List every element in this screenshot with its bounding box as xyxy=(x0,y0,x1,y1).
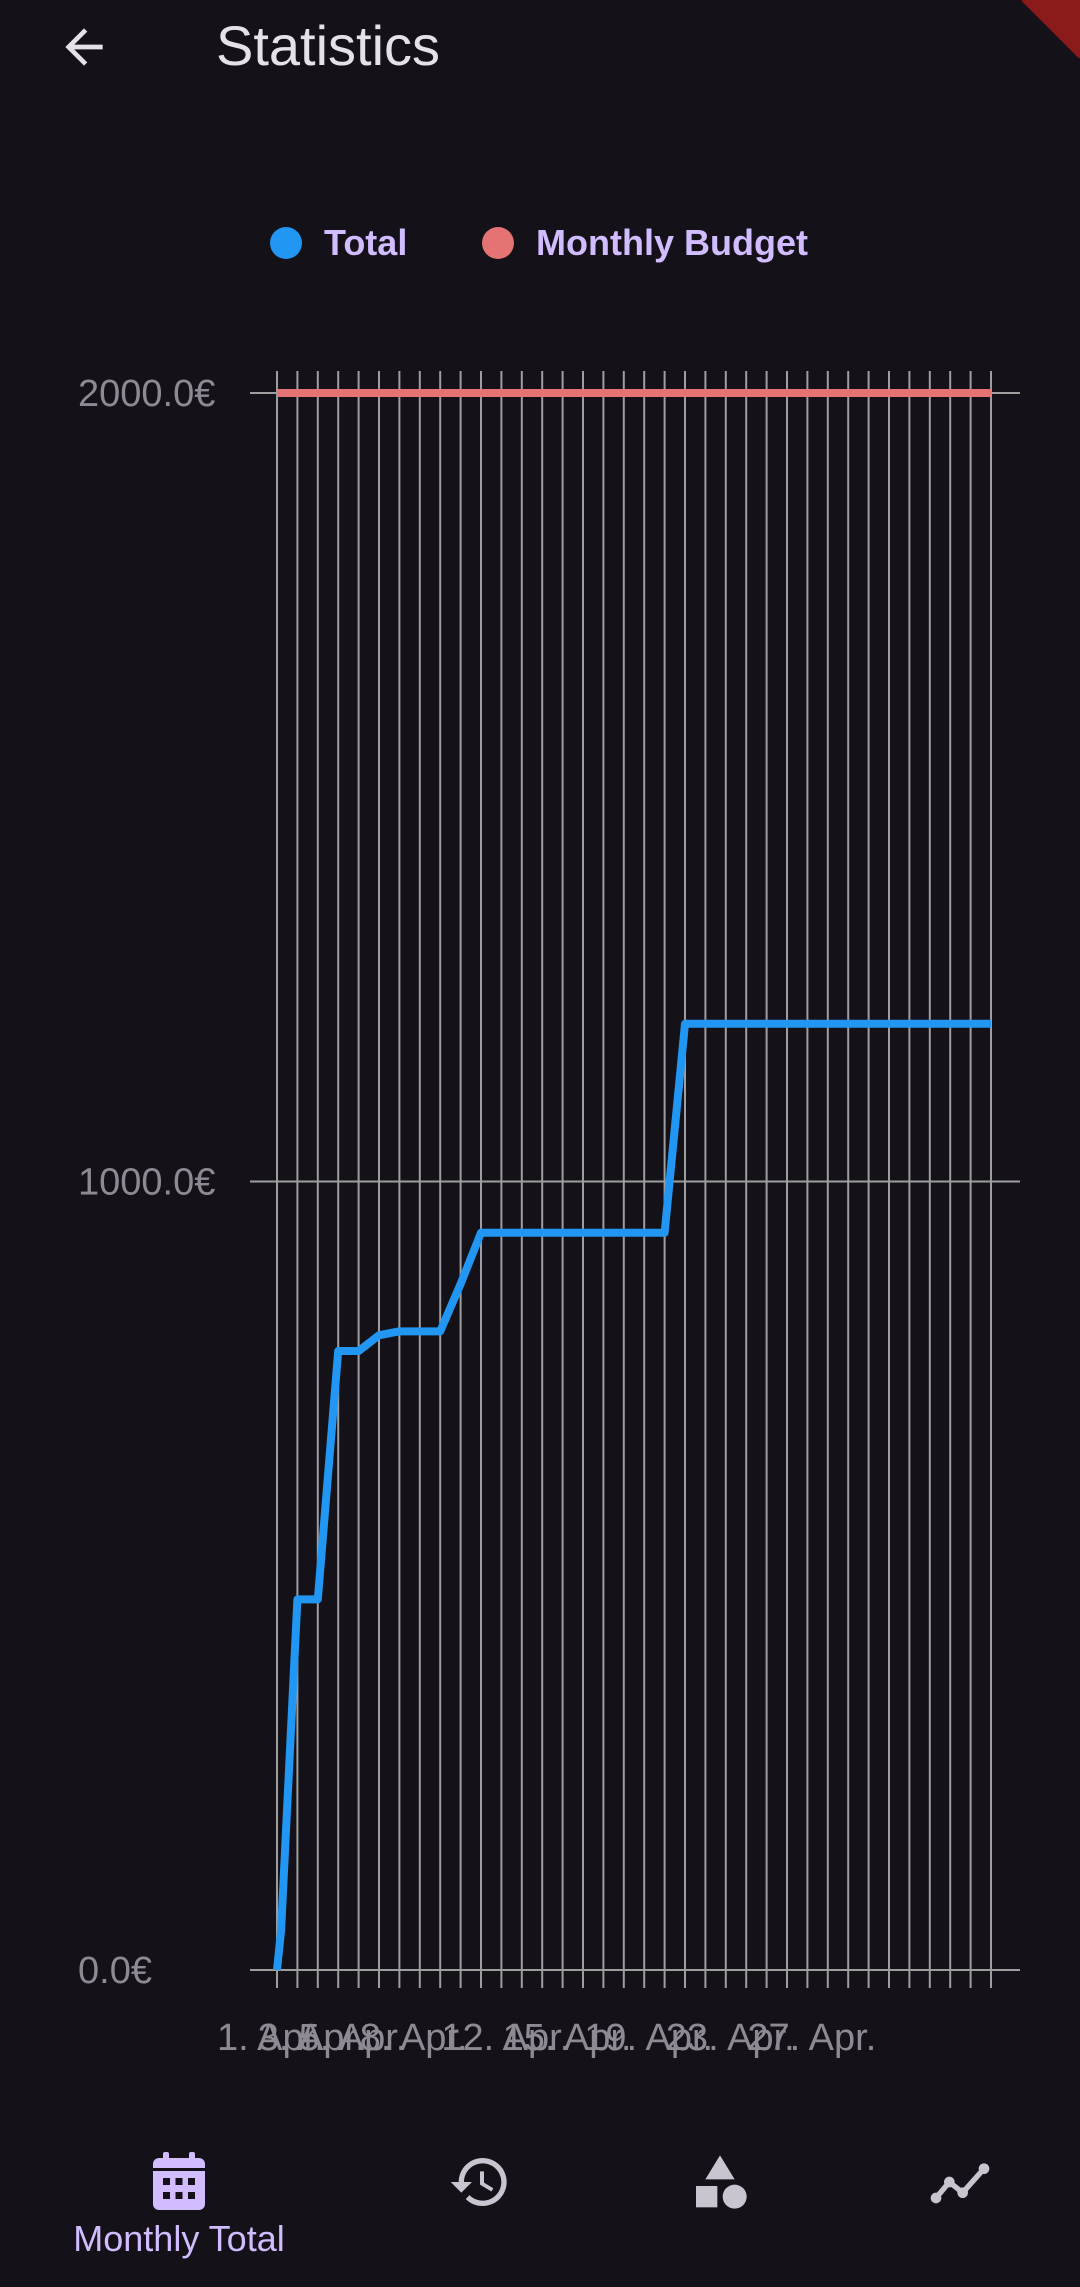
app-bar: Statistics xyxy=(0,0,1080,100)
legend-item-total: Total xyxy=(270,222,407,264)
nav-item-categories[interactable] xyxy=(585,2140,855,2280)
y-tick-label: 0.0€ xyxy=(78,1950,152,1992)
x-tick-label: 15. Apr. xyxy=(503,2017,632,2059)
nav-item-monthly-total[interactable]: Monthly Total xyxy=(44,2140,314,2280)
legend-dot-monthly-budget xyxy=(482,227,514,259)
nav-item-trend[interactable] xyxy=(825,2140,1080,2280)
x-tick-label: 27. Apr. xyxy=(747,2017,876,2059)
x-tick-label: 23. Apr. xyxy=(666,2017,795,2059)
x-tick-label: 3. Apr. xyxy=(258,2017,366,2059)
y-tick-label: 2000.0€ xyxy=(78,373,215,415)
page-title: Statistics xyxy=(216,14,441,77)
legend-item-monthly-budget: Monthly Budget xyxy=(482,222,808,264)
legend-label-total: Total xyxy=(324,222,408,263)
back-button[interactable] xyxy=(52,15,116,79)
history-icon xyxy=(448,2150,512,2214)
x-tick-label: 19. Apr. xyxy=(584,2017,713,2059)
trend-icon xyxy=(928,2150,992,2214)
calendar-icon xyxy=(147,2150,211,2214)
x-tick-label: 1. Apr. xyxy=(217,2017,325,2059)
categories-icon xyxy=(688,2150,752,2214)
nav-label-monthly-total: Monthly Total xyxy=(73,2218,285,2259)
series-line-total xyxy=(273,1019,991,1971)
bottom-navigation: Monthly Total xyxy=(0,2130,1080,2287)
line-chart: 0.0€ 1000.0€ 2000.0€ 1. Apr.3. Apr.5. Apr.8… xyxy=(78,371,1020,2059)
legend-label-monthly-budget: Monthly Budget xyxy=(536,222,808,263)
x-tick-label: 12. Apr. xyxy=(441,2017,570,2059)
nav-item-history[interactable] xyxy=(345,2140,615,2280)
x-tick-label: 8. Apr. xyxy=(360,2017,468,2059)
chart-legend: Total Monthly Budget xyxy=(0,222,1080,278)
debug-banner xyxy=(1022,0,1080,58)
x-tick-label: 5. Apr. xyxy=(299,2017,407,2059)
legend-dot-total xyxy=(270,227,302,259)
arrow-back-icon xyxy=(65,28,103,66)
y-tick-label: 1000.0€ xyxy=(78,1162,215,1204)
